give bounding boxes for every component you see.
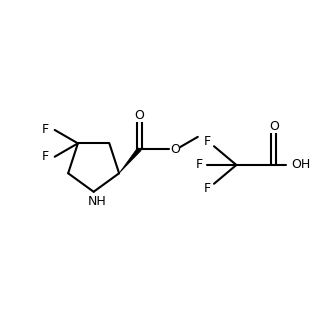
Text: F: F [195,158,203,172]
Text: F: F [42,150,49,163]
Text: O: O [170,143,180,155]
Text: OH: OH [291,158,311,172]
Text: F: F [204,135,211,148]
Text: F: F [42,123,49,137]
Text: O: O [134,109,144,122]
Text: F: F [204,182,211,195]
Text: O: O [269,120,279,133]
Text: NH: NH [87,195,106,208]
Polygon shape [119,148,141,173]
